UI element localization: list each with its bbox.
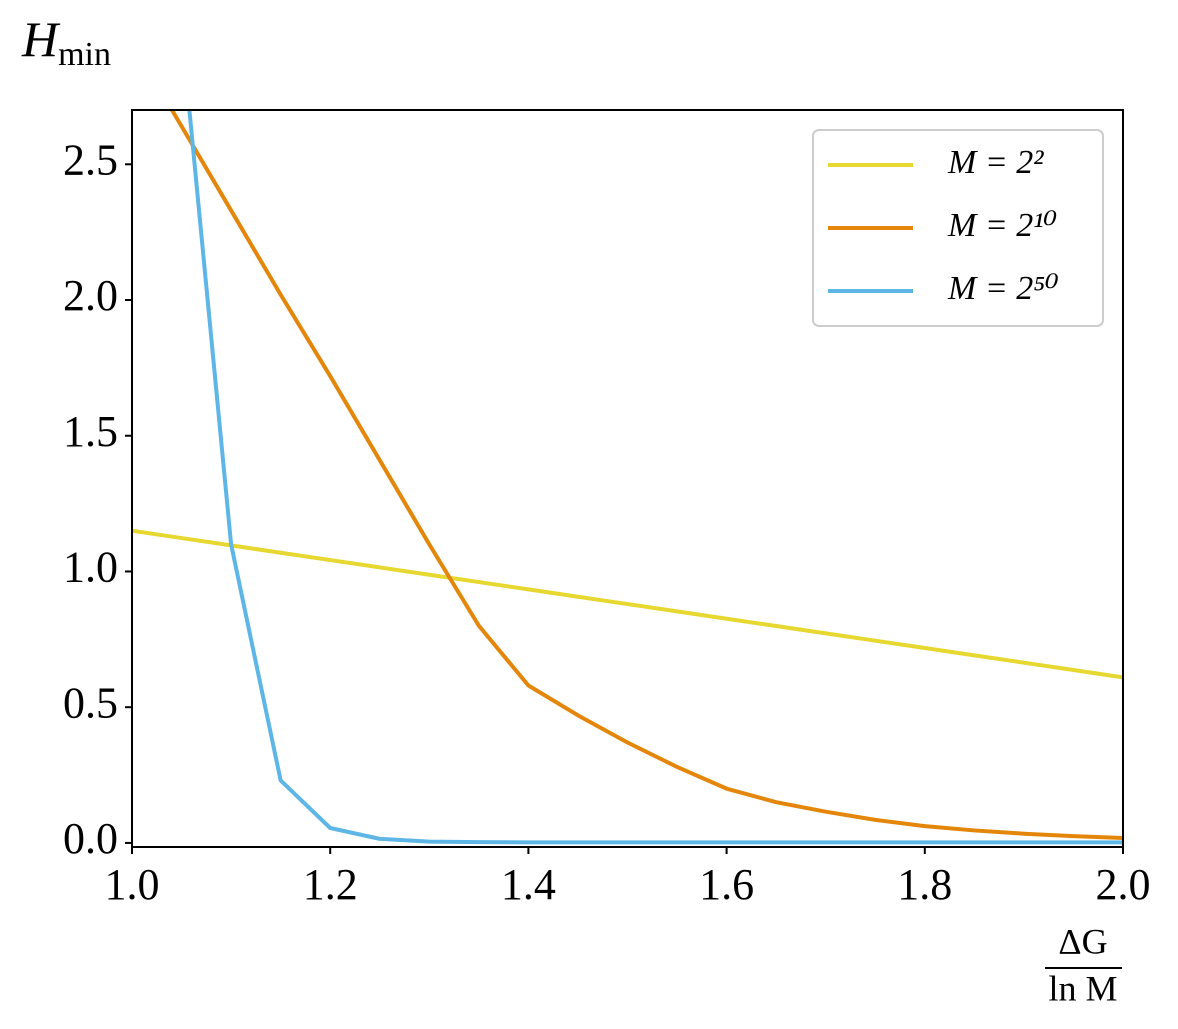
y-tick-label: 1.0 bbox=[63, 543, 118, 592]
y-axis-label: Hmin bbox=[21, 11, 111, 72]
legend-label: M = 2⁵⁰ bbox=[947, 270, 1059, 307]
plot-frame bbox=[131, 109, 1124, 848]
y-label-sub: min bbox=[58, 36, 111, 73]
legend-label: M = 2² bbox=[947, 144, 1044, 181]
legend-box bbox=[812, 129, 1104, 327]
y-label-main: H bbox=[21, 11, 61, 67]
x-tick-label: 1.6 bbox=[699, 860, 754, 909]
legend: M = 2² M = 2¹⁰ M = 2⁵⁰ bbox=[812, 129, 1104, 327]
y-tick-label: 0.0 bbox=[63, 814, 118, 863]
x-tick-label: 1.0 bbox=[105, 860, 160, 909]
x-label-numerator: ΔG bbox=[1058, 921, 1107, 961]
x-tick-label: 1.8 bbox=[897, 860, 952, 909]
x-tick-label: 1.4 bbox=[501, 860, 556, 909]
x-label-denominator: ln M bbox=[1048, 968, 1117, 1008]
y-tick-label: 2.5 bbox=[63, 135, 118, 184]
legend-label: M = 2¹⁰ bbox=[947, 207, 1057, 244]
y-tick-label: 2.0 bbox=[63, 271, 118, 320]
series-line bbox=[132, 528, 1123, 680]
plot-area bbox=[132, 110, 1123, 845]
x-tick-label: 2.0 bbox=[1096, 860, 1151, 909]
x-tick-label: 1.2 bbox=[303, 860, 358, 909]
series-line bbox=[169, 110, 1123, 841]
y-tick-label: 0.5 bbox=[63, 678, 118, 727]
y-tick-label: 1.5 bbox=[63, 407, 118, 456]
series-line bbox=[187, 110, 1123, 845]
